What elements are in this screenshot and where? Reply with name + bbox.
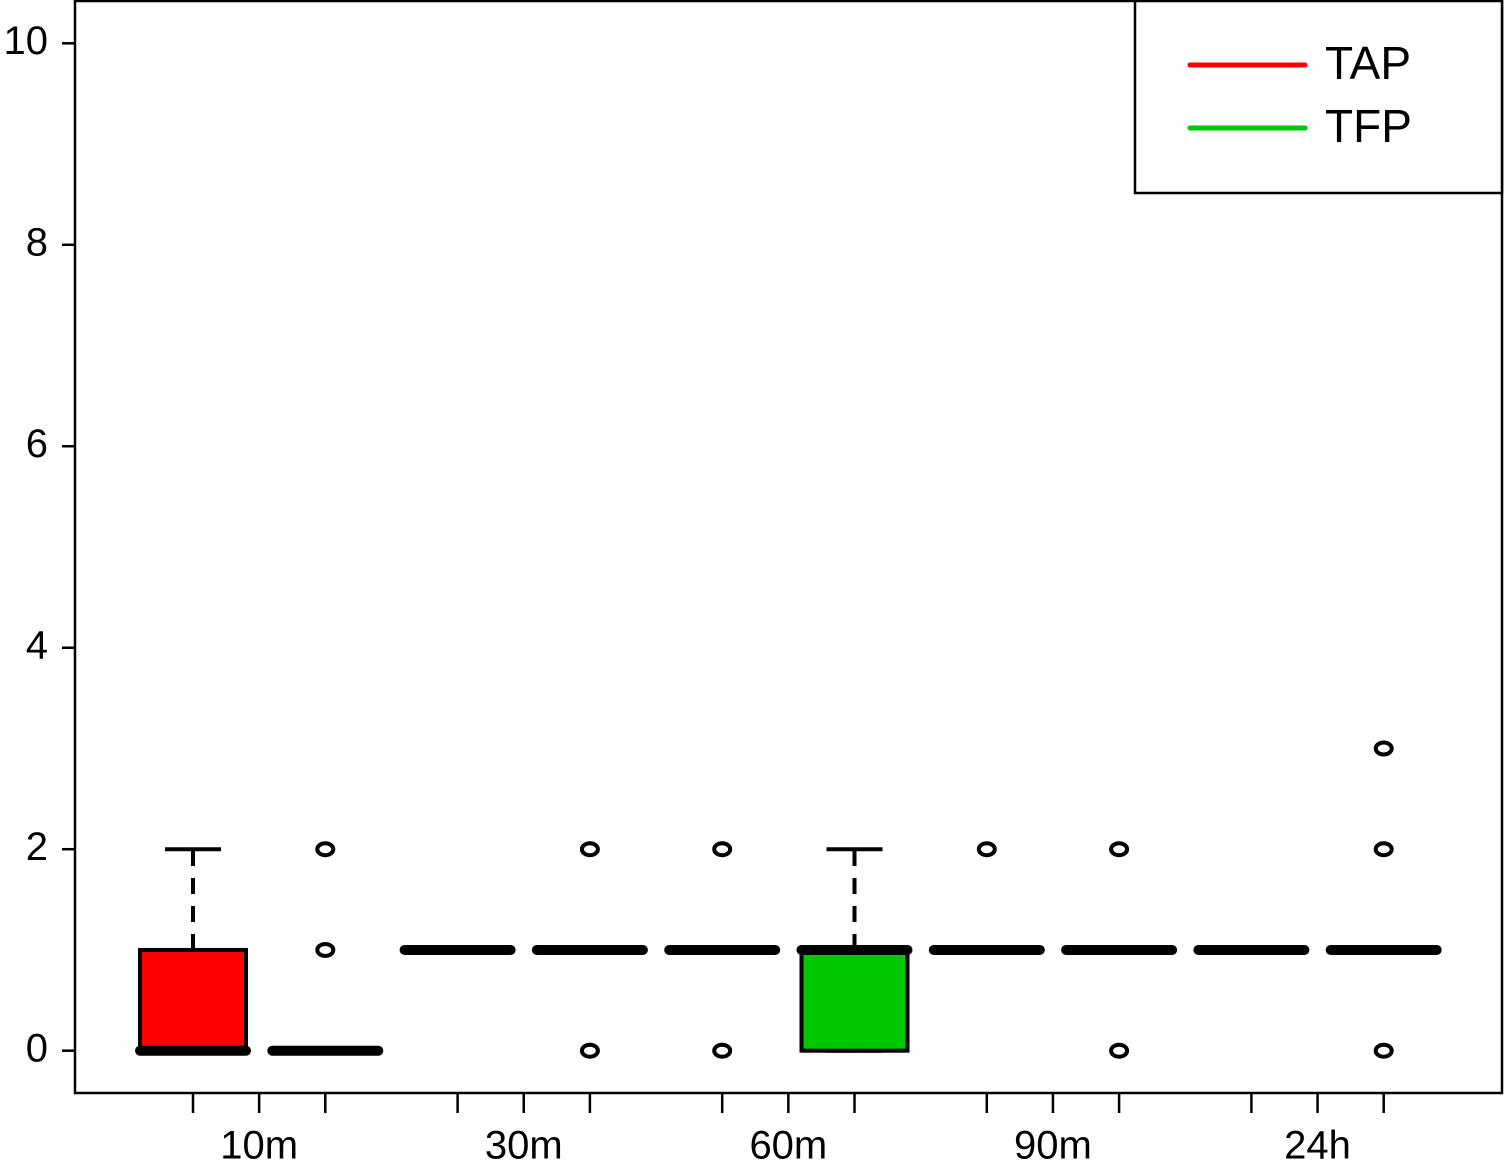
x-tick-label: 30m	[485, 1124, 563, 1168]
x-tick-label: 60m	[749, 1124, 827, 1168]
outlier	[712, 1042, 733, 1059]
legend-label: TFP	[1325, 100, 1412, 152]
y-tick-label: 0	[26, 1026, 48, 1070]
x-tick-label: 90m	[1014, 1124, 1092, 1168]
box	[799, 947, 910, 1053]
y-tick-label: 6	[26, 422, 48, 466]
x-tick-label: 10m	[220, 1124, 298, 1168]
x-tick-label: 24h	[1284, 1124, 1351, 1168]
outlier	[1373, 841, 1394, 858]
outlier	[976, 841, 997, 858]
outlier	[1373, 740, 1394, 757]
outlier	[1109, 841, 1130, 858]
y-tick-label: 2	[26, 825, 48, 869]
y-tick-label: 4	[26, 623, 48, 667]
outlier	[579, 1042, 600, 1059]
outlier	[1373, 1042, 1394, 1059]
outlier	[712, 841, 733, 858]
outlier	[1109, 1042, 1130, 1059]
box	[138, 947, 248, 1053]
outlier	[315, 841, 336, 858]
y-tick-label: 8	[26, 220, 48, 264]
outlier	[579, 841, 600, 858]
legend-label: TAP	[1325, 37, 1411, 89]
outlier	[315, 941, 336, 958]
legend-box	[1133, 0, 1504, 195]
y-tick-label: 10	[4, 19, 49, 63]
